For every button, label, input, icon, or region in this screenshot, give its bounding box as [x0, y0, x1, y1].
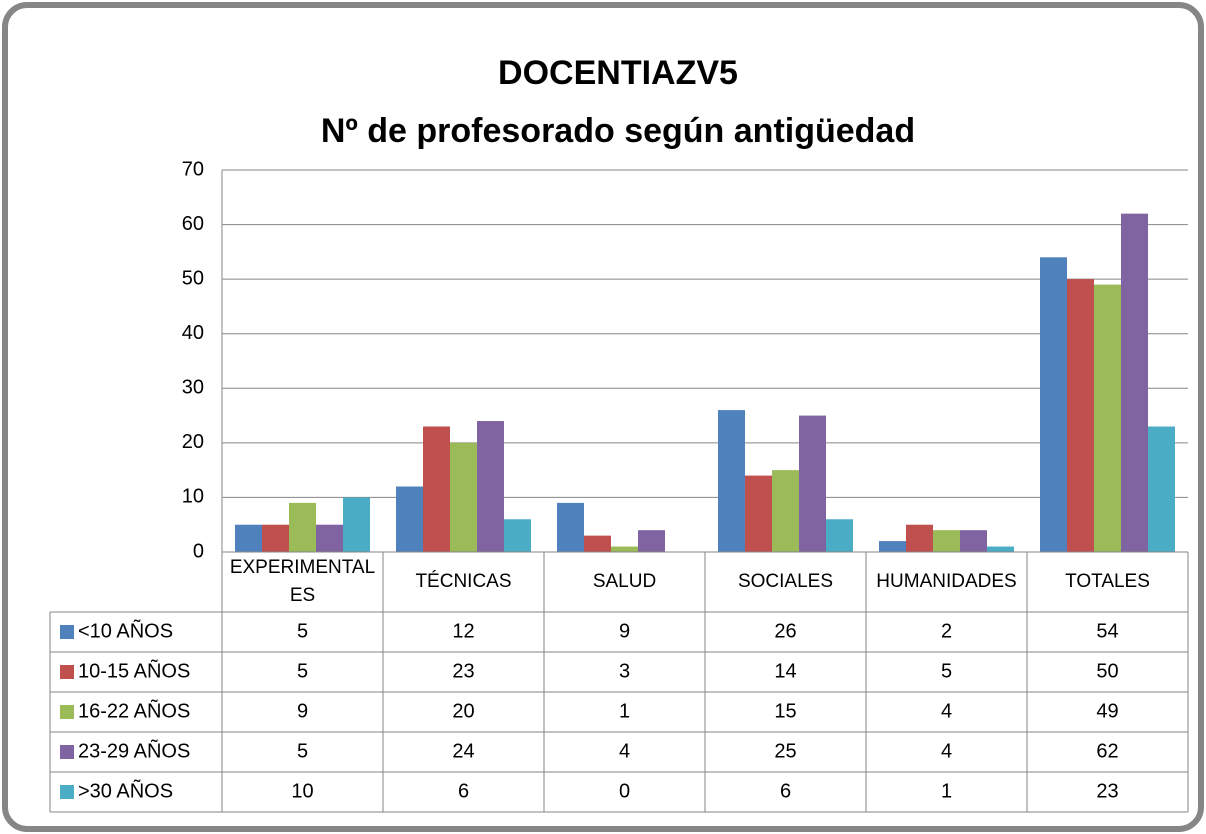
x-tick-label-box: HUMANIDADES	[876, 571, 1017, 592]
bar	[1148, 426, 1175, 552]
table-value: 20	[452, 700, 474, 722]
y-tick-label: 0	[193, 540, 204, 562]
table-value: 0	[619, 780, 630, 802]
y-tick-label: 40	[182, 322, 204, 344]
x-tick-label-box: TÉCNICAS	[415, 571, 512, 592]
table-value: 4	[941, 740, 952, 762]
bar	[557, 502, 584, 552]
table-value: 4	[619, 740, 630, 762]
table-value: 49	[1096, 700, 1118, 722]
bar	[799, 415, 826, 552]
x-tick-label: TOTALES	[1065, 571, 1150, 592]
table-value: 62	[1096, 740, 1118, 762]
bar	[826, 519, 853, 552]
y-tick-label: 30	[182, 377, 204, 399]
x-tick-label: SALUD	[592, 571, 657, 592]
bar	[343, 497, 370, 552]
bar	[906, 524, 933, 552]
x-tick-label: EXPERIMENTALES	[229, 557, 376, 606]
table-value: 26	[774, 620, 796, 642]
bar	[504, 519, 531, 552]
bar	[1094, 284, 1121, 552]
bar	[879, 541, 906, 552]
legend-key	[60, 745, 74, 759]
table-value: 54	[1096, 620, 1118, 642]
table-value: 14	[774, 660, 796, 682]
y-tick-label: 10	[182, 486, 204, 508]
table-value: 4	[941, 700, 952, 722]
bar	[1040, 257, 1067, 552]
bar	[235, 524, 262, 552]
x-tick-label-box: SOCIALES	[737, 571, 834, 592]
table-value: 10	[291, 780, 313, 802]
legend-key	[60, 665, 74, 679]
x-tick-label-box: SALUD	[592, 571, 657, 592]
chart-title: DOCENTIAZV5	[498, 54, 738, 92]
table-value: 5	[297, 620, 308, 642]
bar	[960, 530, 987, 552]
legend-label: 10-15 AÑOS	[78, 658, 190, 682]
bar	[262, 524, 289, 552]
bar	[772, 470, 799, 552]
y-tick-label: 60	[182, 213, 204, 235]
table-value: 1	[941, 780, 952, 802]
bar	[718, 410, 745, 552]
y-tick-label: 20	[182, 431, 204, 453]
table-value: 1	[619, 700, 630, 722]
x-tick-label: SOCIALES	[737, 571, 834, 592]
bar	[477, 421, 504, 552]
bar	[611, 546, 638, 552]
table-value: 5	[941, 660, 952, 682]
table-value: 15	[774, 700, 796, 722]
bar	[316, 524, 343, 552]
table-value: 23	[1096, 780, 1118, 802]
legend-label: 16-22 AÑOS	[78, 698, 190, 722]
bar	[450, 442, 477, 552]
x-tick-label-box: TOTALES	[1065, 571, 1150, 592]
table-value: 23	[452, 660, 474, 682]
bar	[638, 530, 665, 552]
legend-label: >30 AÑOS	[78, 778, 173, 802]
bar	[745, 475, 772, 552]
x-tick-label-box: EXPERIMENTALES	[229, 557, 376, 606]
table-value: 2	[941, 620, 952, 642]
legend-key	[60, 785, 74, 799]
table-value: 6	[458, 780, 469, 802]
bar	[933, 530, 960, 552]
table-value: 3	[619, 660, 630, 682]
legend-label: <10 AÑOS	[78, 618, 173, 642]
bar	[396, 486, 423, 552]
legend-key	[60, 705, 74, 719]
x-tick-label: HUMANIDADES	[876, 571, 1017, 592]
table-value: 9	[619, 620, 630, 642]
table-value: 5	[297, 660, 308, 682]
bar	[423, 426, 450, 552]
chart-subtitle: Nº de profesorado según antigüedad	[321, 112, 915, 150]
table-value: 50	[1096, 660, 1118, 682]
bar	[987, 546, 1014, 552]
bar	[584, 535, 611, 552]
legend-label: 23-29 AÑOS	[78, 738, 190, 762]
table-value: 5	[297, 740, 308, 762]
bar	[289, 502, 316, 552]
table-value: 24	[452, 740, 474, 762]
x-tick-label: TÉCNICAS	[415, 571, 512, 592]
legend-key	[60, 625, 74, 639]
bar	[1067, 279, 1094, 552]
y-tick-label: 50	[182, 267, 204, 289]
table-value: 9	[297, 700, 308, 722]
table-value: 12	[452, 620, 474, 642]
y-tick-label: 70	[182, 158, 204, 180]
table-value: 25	[774, 740, 796, 762]
bar	[1121, 213, 1148, 552]
table-value: 6	[780, 780, 791, 802]
